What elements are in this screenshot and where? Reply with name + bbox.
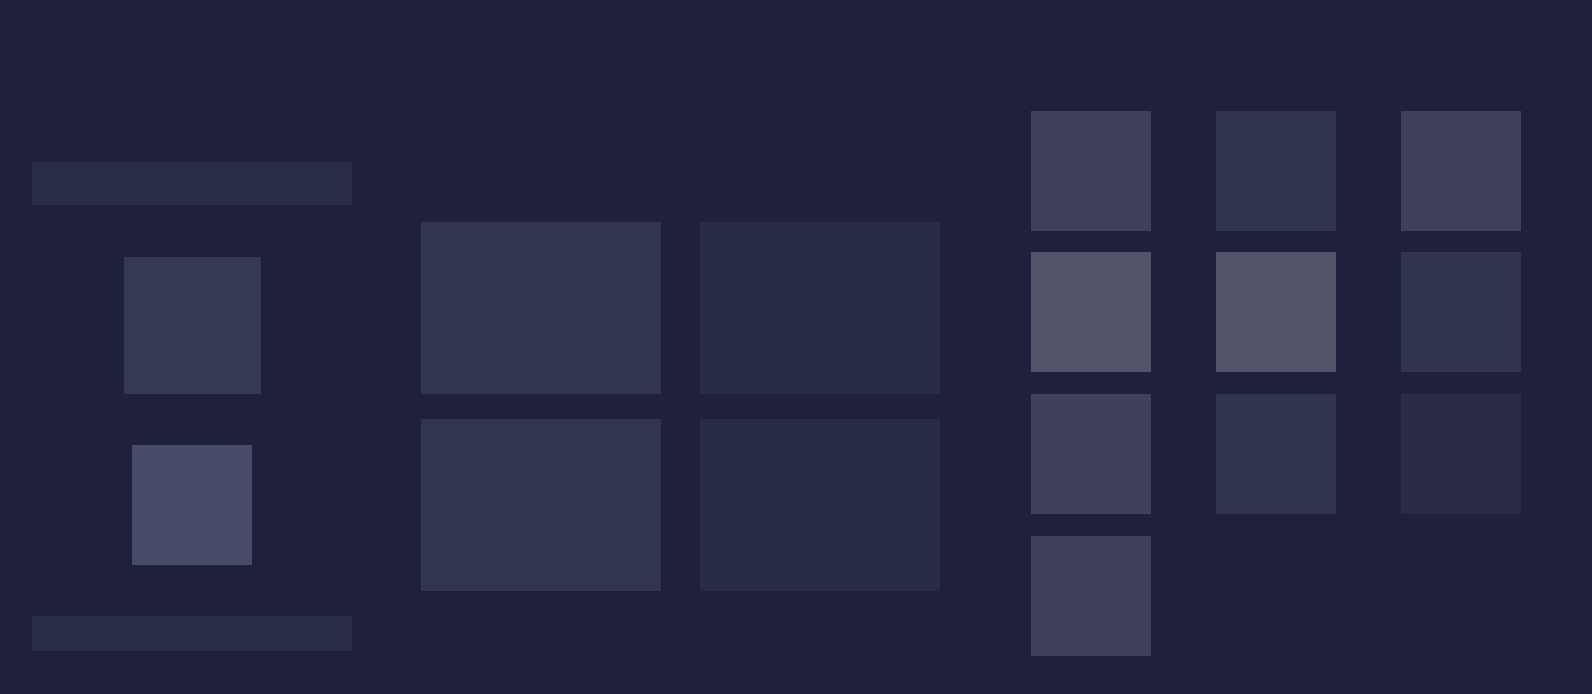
placeholder-tile [1401,111,1521,231]
placeholder-panel-bottom-left [421,419,661,591]
placeholder-tile [1031,111,1151,231]
placeholder-tile [1216,394,1336,514]
placeholder-tile [1216,111,1336,231]
placeholder-square-small [132,445,252,565]
placeholder-tile [1216,252,1336,372]
placeholder-tile [1031,394,1151,514]
placeholder-square-large [124,257,261,394]
placeholder-tile [1401,252,1521,372]
placeholder-tile [1031,252,1151,372]
placeholder-panel-bottom-right [700,419,940,591]
placeholder-panel-top-left [421,222,661,394]
placeholder-panel-top-right [700,222,940,394]
placeholder-bar-top [32,162,352,205]
placeholder-tile [1031,536,1151,656]
placeholder-tile [1401,394,1521,514]
placeholder-bar-bottom [32,616,352,651]
